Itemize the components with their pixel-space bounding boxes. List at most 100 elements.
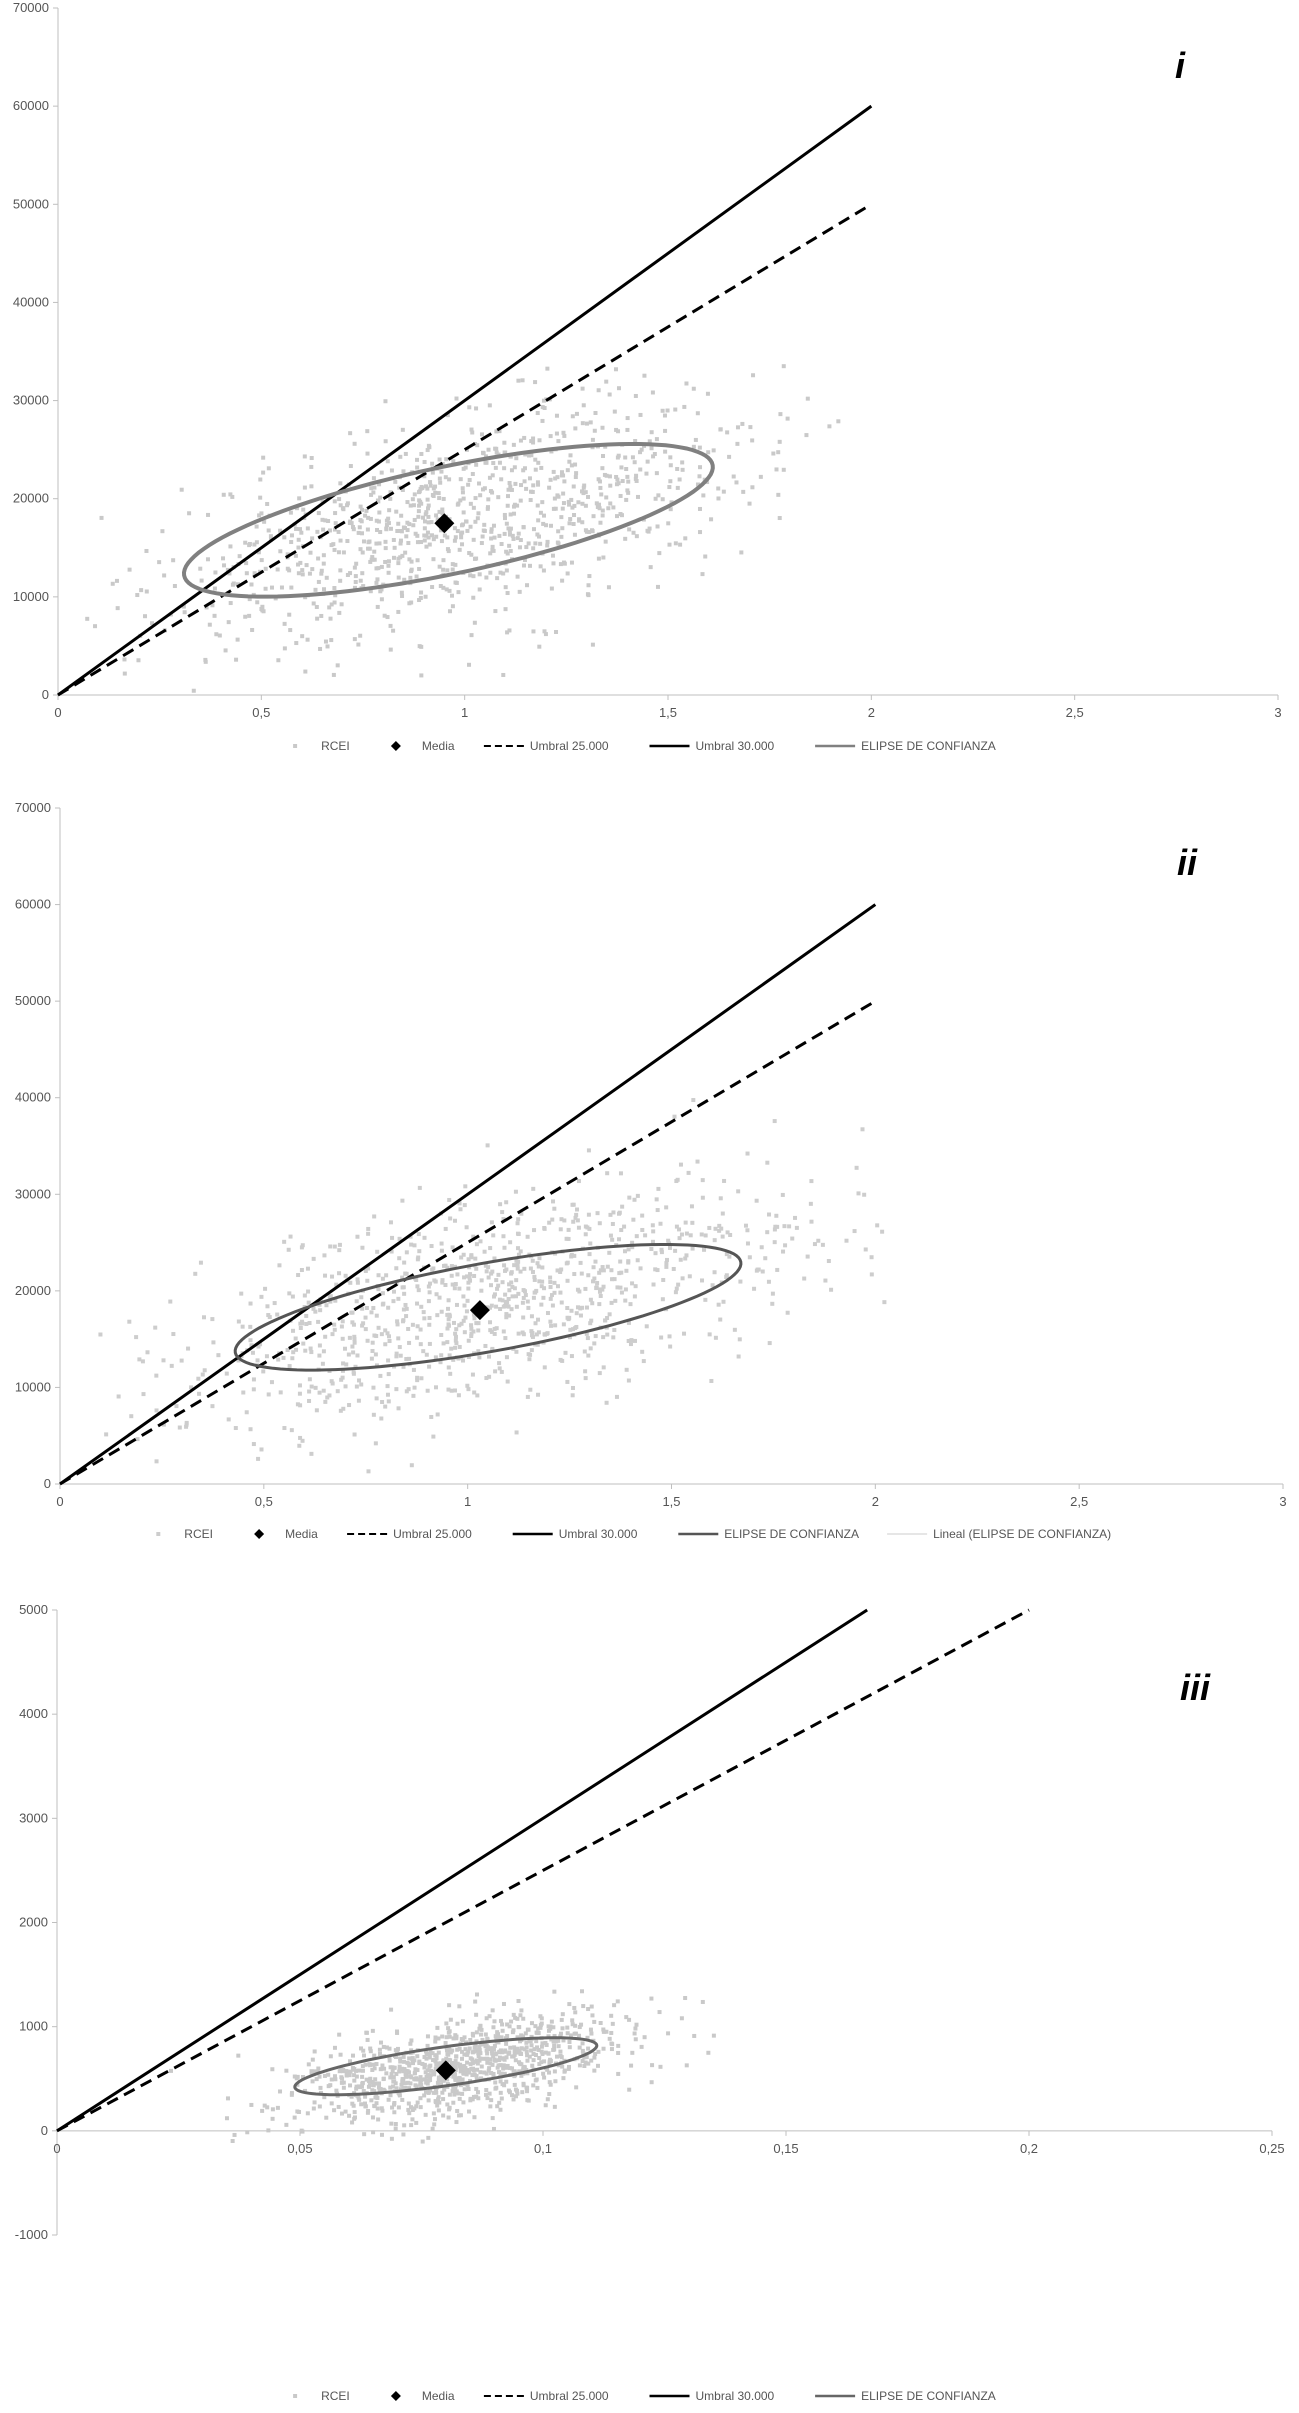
rcei-point [519, 2008, 524, 2013]
rcei-point [487, 1374, 492, 1379]
rcei-point [371, 1305, 376, 1310]
rcei-point [431, 2111, 436, 2116]
rcei-point [400, 1275, 405, 1280]
rcei-point [327, 1393, 332, 1398]
rcei-point [484, 2056, 489, 2061]
legend-label: Media [285, 1527, 318, 1541]
rcei-point [239, 1291, 244, 1296]
rcei-point [572, 2031, 577, 2036]
rcei-point [622, 1224, 627, 1229]
rcei-point [614, 427, 619, 432]
y-tick-label: 1000 [19, 2019, 48, 2034]
rcei-point [705, 391, 710, 396]
rcei-point [375, 527, 380, 532]
rcei-point [298, 1403, 303, 1408]
chart-panel-iii: 0 0,05 0,1 0,15 0,2 0,25 -1000 0 1000 2000 3000 400… [0, 1605, 1299, 2413]
rcei-point [440, 511, 445, 516]
rcei-point [566, 499, 571, 504]
rcei-point [501, 2066, 506, 2071]
rcei-point [319, 568, 324, 573]
rcei-point [236, 2053, 241, 2058]
y-tick-label: 20000 [13, 491, 49, 506]
rcei-point [610, 1277, 615, 1282]
rcei-point [682, 1331, 687, 1336]
rcei-point [435, 2103, 440, 2108]
rcei-point [360, 507, 365, 512]
rcei-point [337, 2032, 342, 2037]
rcei-point [231, 581, 236, 586]
rcei-point [497, 1361, 502, 1366]
rcei-point [193, 1271, 198, 1276]
rcei-point [483, 1343, 488, 1348]
rcei-point [512, 511, 517, 516]
rcei-point [478, 493, 483, 498]
rcei-point [460, 490, 465, 495]
rcei-point [391, 628, 396, 633]
rcei-point [518, 1269, 523, 1274]
rcei-point [234, 657, 239, 662]
rcei-point [372, 549, 377, 554]
rcei-point [381, 2077, 386, 2082]
rcei-point [261, 470, 266, 475]
rcei-point [515, 1221, 520, 1226]
rcei-point [405, 500, 410, 505]
rcei-point [699, 1232, 704, 1237]
rcei-point [426, 2135, 431, 2140]
rcei-point [479, 541, 484, 546]
rcei-point [432, 2122, 437, 2127]
rcei-point [422, 526, 427, 531]
rcei-point [650, 1239, 655, 1244]
rcei-point [431, 557, 436, 562]
rcei-point [772, 1240, 777, 1245]
rcei-point [384, 1273, 389, 1278]
rcei-point [297, 1443, 302, 1448]
rcei-point [394, 1351, 399, 1356]
rcei-point [386, 521, 391, 526]
rcei-point [440, 2034, 445, 2039]
rcei-point [394, 1354, 399, 1359]
rcei-point [492, 1326, 497, 1331]
rcei-point [539, 2049, 544, 2054]
rcei-point [490, 473, 495, 478]
rcei-point [370, 2028, 375, 2033]
rcei-point [524, 2049, 529, 2054]
rcei-point [377, 2081, 382, 2086]
rcei-point [731, 474, 736, 479]
rcei-point [698, 465, 703, 470]
rcei-point [504, 2055, 509, 2060]
rcei-point [217, 633, 222, 638]
rcei-point [450, 1282, 455, 1287]
rcei-point [582, 1349, 587, 1354]
rcei-point [780, 1192, 785, 1197]
rcei-point [680, 1276, 685, 1281]
rcei-point [516, 1259, 521, 1264]
rcei-point [638, 450, 643, 455]
rcei-point [402, 1260, 407, 1265]
rcei-point [415, 1378, 420, 1383]
rcei-point [401, 2132, 406, 2137]
rcei-point [438, 584, 443, 589]
rcei-point [465, 528, 470, 533]
rcei-point [292, 2115, 297, 2120]
rcei-point [719, 1226, 724, 1231]
rcei-point [538, 2014, 543, 2019]
rcei-point [415, 1324, 420, 1329]
rcei-point [693, 437, 698, 442]
rcei-point [618, 493, 623, 498]
rcei-point [436, 2108, 441, 2113]
rcei-point [414, 2084, 419, 2089]
rcei-point [479, 2027, 484, 2032]
rcei-point [739, 550, 744, 555]
rcei-point [233, 1426, 238, 1431]
rcei-point [493, 2034, 498, 2039]
rcei-point [348, 2069, 353, 2074]
rcei-point [620, 479, 625, 484]
rcei-point [314, 604, 319, 609]
rcei-point [333, 2077, 338, 2082]
rcei-point [468, 573, 473, 578]
rcei-point [651, 1229, 656, 1234]
rcei-point [504, 2079, 509, 2084]
rcei-point [565, 1306, 570, 1311]
rcei-point [351, 2103, 356, 2108]
rcei-point [588, 1321, 593, 1326]
